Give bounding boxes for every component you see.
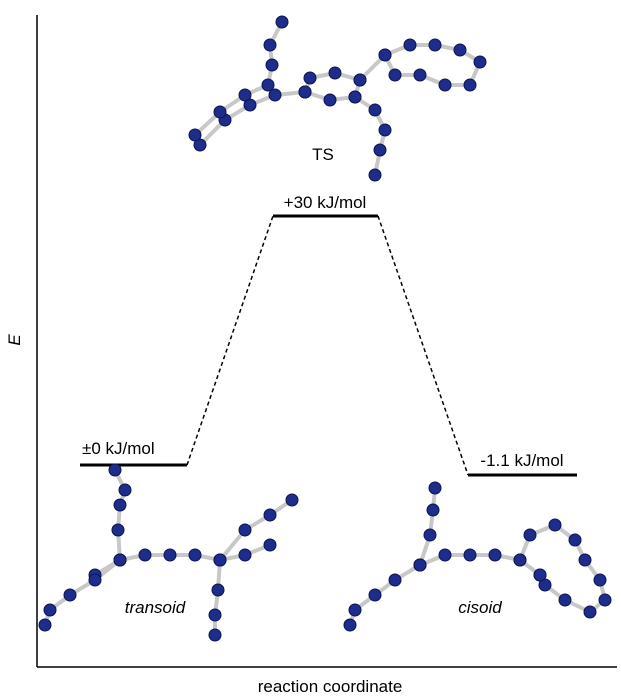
atom xyxy=(266,59,278,71)
structure-label: TS xyxy=(312,145,334,164)
atom xyxy=(349,604,361,616)
atom xyxy=(454,44,466,56)
atom xyxy=(139,549,151,561)
atom xyxy=(89,574,101,586)
atom xyxy=(286,494,298,506)
atom xyxy=(429,482,441,494)
atom xyxy=(584,606,596,618)
atom xyxy=(427,504,439,516)
x-axis-label: reaction coordinate xyxy=(258,677,403,695)
atom xyxy=(389,574,401,586)
atom xyxy=(64,589,76,601)
atom xyxy=(524,529,536,541)
atom xyxy=(429,39,441,51)
atom xyxy=(369,589,381,601)
atom xyxy=(369,104,381,116)
atom xyxy=(44,604,56,616)
atom xyxy=(264,539,276,551)
atom xyxy=(374,144,386,156)
bond xyxy=(215,560,220,635)
atom xyxy=(239,89,251,101)
atom xyxy=(489,549,501,561)
bond xyxy=(45,560,120,625)
atom xyxy=(112,524,124,536)
bond xyxy=(420,488,435,565)
atom xyxy=(329,67,341,79)
bond xyxy=(350,565,420,625)
connector xyxy=(187,216,273,465)
atom xyxy=(439,79,451,91)
atom xyxy=(189,549,201,561)
atom xyxy=(569,534,581,546)
atom xyxy=(304,72,316,84)
atom xyxy=(404,39,416,51)
atom xyxy=(414,69,426,81)
atom xyxy=(189,129,201,141)
atom xyxy=(119,484,131,496)
atom xyxy=(594,574,606,586)
energy-label: +30 kJ/mol xyxy=(284,193,367,212)
atom xyxy=(534,569,546,581)
energy-diagram: E reaction coordinate ±0 kJ/mol +30 kJ/m… xyxy=(0,0,621,695)
atom xyxy=(514,554,526,566)
atom xyxy=(114,499,126,511)
atom xyxy=(379,49,391,61)
atom xyxy=(262,79,274,91)
atom xyxy=(439,549,451,561)
atom xyxy=(212,584,224,596)
atom xyxy=(424,529,436,541)
atom xyxy=(324,94,336,106)
atom xyxy=(389,69,401,81)
atom xyxy=(464,79,476,91)
bond xyxy=(195,22,305,145)
atom xyxy=(414,559,426,571)
atom xyxy=(214,554,226,566)
y-axis-label: E xyxy=(5,334,24,346)
connector xyxy=(378,216,468,475)
energy-label: -1.1 kJ/mol xyxy=(480,451,563,470)
atom xyxy=(109,464,121,476)
atom xyxy=(264,509,276,521)
molecules xyxy=(39,16,611,641)
atom xyxy=(549,519,561,531)
energy-label: ±0 kJ/mol xyxy=(82,439,155,458)
atom xyxy=(239,524,251,536)
atom xyxy=(164,549,176,561)
atom xyxy=(214,106,226,118)
atom xyxy=(599,594,611,606)
structure-label: cisoid xyxy=(458,598,502,617)
atom xyxy=(39,619,51,631)
atom xyxy=(354,74,366,86)
atom xyxy=(209,629,221,641)
atom xyxy=(474,56,486,68)
atom xyxy=(379,124,391,136)
atom xyxy=(209,609,221,621)
atom xyxy=(464,549,476,561)
atom xyxy=(349,91,361,103)
atom xyxy=(239,549,251,561)
structure-label: transoid xyxy=(125,598,186,617)
atom xyxy=(579,554,591,566)
atom xyxy=(369,169,381,181)
atom xyxy=(559,594,571,606)
atom xyxy=(344,619,356,631)
atom xyxy=(299,86,311,98)
atom xyxy=(264,39,276,51)
atom xyxy=(114,554,126,566)
atom xyxy=(276,16,288,28)
